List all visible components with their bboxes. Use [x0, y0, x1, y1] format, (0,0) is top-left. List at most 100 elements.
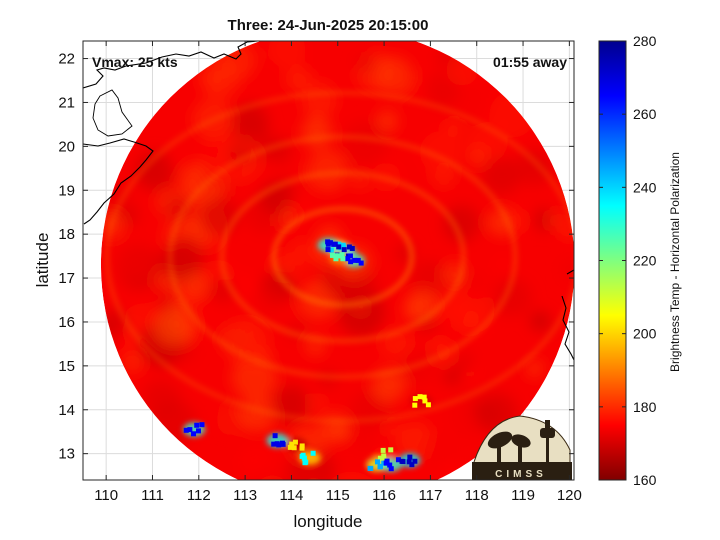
y-tick-label-22: 22 [58, 51, 75, 68]
plot-frame [82, 40, 575, 481]
texture-blob [284, 65, 313, 94]
texture-blob [525, 359, 544, 378]
storm-pixel [310, 450, 316, 456]
time-offset-annotation: 01:55 away [493, 54, 567, 70]
storm-pixel [388, 466, 394, 472]
y-tick-label-20: 20 [58, 138, 75, 155]
cimss-logo: CIMSS [472, 415, 572, 481]
storm-pixel [388, 447, 394, 453]
storm-pixel [328, 247, 334, 253]
spiral-band [167, 134, 518, 380]
texture-blob [304, 393, 326, 415]
colorbar-tick-label-240: 240 [633, 179, 657, 195]
x-tick-label-110: 110 [94, 487, 118, 504]
storm-pixel [355, 257, 361, 263]
texture-blob [300, 481, 328, 509]
texture-blob [301, 81, 338, 118]
texture-blob [443, 118, 465, 140]
chart-title: Three: 24-Jun-2025 20:15:00 [228, 17, 429, 34]
x-tick-label-115: 115 [326, 487, 350, 504]
storm-pixel [287, 444, 293, 450]
storm-pixel [292, 439, 298, 445]
colorbar-tick-label-260: 260 [633, 106, 657, 122]
storm-pixel [325, 247, 331, 253]
storm-pixel [377, 456, 383, 462]
storm-pixel [374, 459, 380, 465]
colorbar-tick-label-160: 160 [633, 472, 657, 488]
storm-pixel [299, 453, 305, 459]
storm-pixel [352, 257, 358, 263]
colorbar-ticks: 160 180 200 220 240 260 280 [599, 33, 657, 488]
texture-blob [422, 432, 457, 468]
texture-blob [317, 369, 338, 390]
storm-pixel [194, 422, 200, 428]
storm-pixel [279, 440, 285, 446]
storm-pixel [340, 256, 346, 262]
storm-pixel [412, 402, 418, 408]
texture-blob [300, 116, 333, 149]
microwave-swath [100, 41, 574, 509]
storm-pixel [380, 447, 386, 453]
texture-blob [277, 466, 325, 480]
x-tick-label-120: 120 [557, 487, 582, 504]
storm-spiral-bands [104, 90, 574, 424]
spiral-band [271, 206, 415, 308]
storm-pixel [336, 241, 342, 247]
x-tick-label-112: 112 [187, 487, 211, 504]
y-tick-label-15: 15 [58, 358, 75, 375]
texture-blob [461, 272, 489, 300]
storm-pixel [421, 394, 427, 400]
storm-pixel [381, 453, 387, 459]
storm-pixels [183, 239, 431, 472]
storm-pixel [272, 433, 278, 439]
texture-blob [443, 205, 481, 243]
storm-pixel [349, 245, 355, 251]
storm-pixel [303, 459, 309, 465]
storm-pixel [271, 441, 277, 447]
vmax-annotation: Vmax: 25 kts [92, 54, 178, 70]
texture-blob [111, 237, 152, 279]
storm-pixel [412, 458, 418, 464]
texture-blob [198, 196, 239, 237]
x-axis-label: longitude [293, 512, 362, 531]
storm-pixel [331, 241, 337, 247]
texture-blob [100, 177, 133, 221]
x-tick-label-117: 117 [418, 487, 442, 504]
cimss-logo-label: CIMSS [495, 469, 547, 480]
texture-blob [157, 286, 177, 306]
texture-blob [239, 446, 273, 479]
storm-pixel [299, 443, 305, 449]
y-tick-label-16: 16 [58, 314, 75, 331]
texture-blob [230, 330, 248, 347]
texture-blob [481, 156, 521, 195]
storm-pixel [325, 241, 331, 247]
storm-pixel [368, 465, 374, 471]
texture-blob [306, 149, 349, 192]
storm-pixel [406, 459, 412, 465]
x-axis-ticks: 110 111 112 113 114 115 116 117 118 119 120 [94, 41, 582, 504]
storm-pixel [409, 462, 415, 468]
colorbar-tick-label-180: 180 [633, 399, 657, 415]
storm-pixel [333, 256, 339, 262]
texture-blob [165, 235, 206, 276]
y-tick-label-19: 19 [58, 182, 75, 199]
coastline [83, 41, 574, 361]
y-tick-label-13: 13 [58, 446, 75, 463]
storm-pixel [407, 454, 413, 460]
storm-pixel [348, 259, 354, 265]
texture-blob [249, 285, 286, 323]
y-tick-label-17: 17 [58, 270, 75, 287]
storm-pixel [339, 252, 345, 258]
texture-blob [353, 431, 374, 451]
x-tick-label-116: 116 [372, 487, 396, 504]
storm-pixel [191, 431, 197, 437]
texture-blob [516, 149, 553, 186]
colorbar-label: Brightness Temp - Horizontal Polarizatio… [668, 152, 682, 372]
storm-pixel [289, 441, 295, 447]
texture-blob [268, 41, 306, 69]
x-tick-label-118: 118 [465, 487, 489, 504]
colorbar [598, 40, 627, 481]
storm-pixel [187, 427, 193, 433]
y-tick-label-21: 21 [58, 94, 75, 111]
